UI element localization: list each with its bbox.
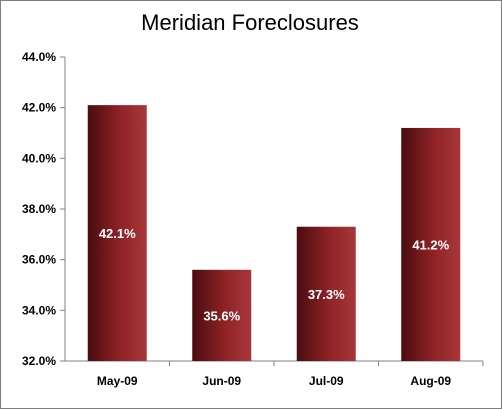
x-tick-label: Aug-09	[410, 374, 451, 388]
data-label: 41.2%	[412, 237, 449, 252]
plot-area: 32.0% 34.0% 36.0% 38.0% 40.0% 42.0% 44.0% May-0…	[22, 50, 484, 388]
y-tick-label: 36.0%	[22, 253, 56, 267]
bar	[87, 105, 147, 361]
x-tick-label: Jul-09	[309, 374, 344, 388]
y-tick-label: 32.0%	[22, 354, 56, 368]
data-label: 42.1%	[99, 226, 136, 241]
data-label: 37.3%	[308, 287, 345, 302]
x-tick-label: Jun-09	[202, 374, 241, 388]
bar	[401, 127, 461, 361]
x-tick-label: May-09	[97, 374, 138, 388]
y-tick-label: 42.0%	[22, 101, 56, 115]
bar	[296, 226, 356, 361]
chart-title: Meridian Foreclosures	[141, 10, 359, 35]
y-tick-label: 34.0%	[22, 303, 56, 317]
y-tick-label: 44.0%	[22, 50, 56, 64]
bar	[192, 269, 252, 361]
y-tick-label: 38.0%	[22, 202, 56, 216]
y-tick-label: 40.0%	[22, 151, 56, 165]
data-label: 35.6%	[203, 308, 240, 323]
